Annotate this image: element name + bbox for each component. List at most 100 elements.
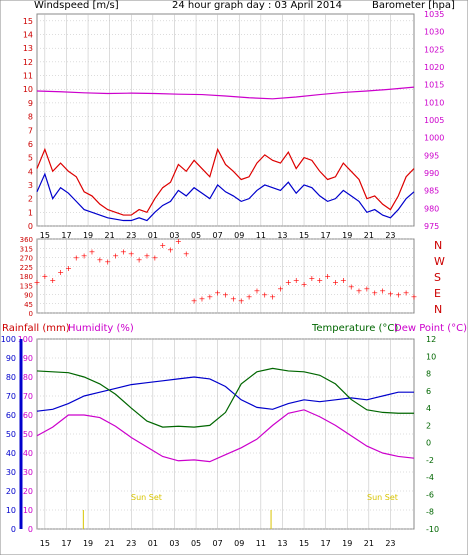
barometer-tick-label: 990 xyxy=(424,169,439,178)
hour-label: 01 xyxy=(148,539,158,548)
direction-point: + xyxy=(199,295,206,304)
hour-label: 15 xyxy=(40,539,50,548)
hour-label: 15 xyxy=(40,231,50,240)
direction-point: + xyxy=(411,293,418,302)
direction-point: + xyxy=(395,291,402,300)
barometer-tick-label: 1015 xyxy=(424,81,444,90)
direction-tick-label: 0 xyxy=(29,310,33,318)
top-plot-frame xyxy=(36,13,415,227)
hour-label: 23 xyxy=(385,539,395,548)
hour-label: 19 xyxy=(83,231,93,240)
series-line xyxy=(36,172,415,222)
direction-point: + xyxy=(277,284,284,293)
windspeed-tick-label: 2 xyxy=(28,195,33,204)
direction-tick-label: 315 xyxy=(20,245,33,253)
windspeed-axis-title: Windspeed [m/s] xyxy=(34,0,119,11)
barometer-tick-label: 1010 xyxy=(424,98,444,107)
series-line xyxy=(36,147,415,216)
temperature-tick-label: -4 xyxy=(426,473,434,482)
hour-label: 11 xyxy=(256,539,266,548)
rain-tick-label: 90 xyxy=(6,354,16,363)
rain-tick-label: 50 xyxy=(6,430,16,439)
direction-point: + xyxy=(301,280,308,289)
direction-point: + xyxy=(49,276,56,285)
direction-point: + xyxy=(34,278,41,287)
direction-point: + xyxy=(332,278,339,287)
direction-tick-label: 225 xyxy=(20,264,33,272)
hour-label: 13 xyxy=(277,231,287,240)
direction-point: + xyxy=(128,249,135,258)
windspeed-tick-label: 5 xyxy=(28,154,33,163)
barometer-tick-label: 1000 xyxy=(424,134,444,143)
sunset-label-1: Sun Set xyxy=(131,493,162,502)
barometer-tick-label: 980 xyxy=(424,204,439,213)
windspeed-tick-label: 0 xyxy=(28,222,33,231)
compass-label: S xyxy=(434,271,441,284)
humidity-tick-label: 50 xyxy=(23,430,33,439)
barometer-axis-title: Barometer [hpa] xyxy=(372,0,455,11)
hour-label: 17 xyxy=(61,539,71,548)
hour-label: 15 xyxy=(299,539,309,548)
temperature-tick-label: 6 xyxy=(426,387,431,396)
direction-point: + xyxy=(379,286,386,295)
temperature-tick-label: 8 xyxy=(426,370,431,379)
direction-point: + xyxy=(144,251,151,260)
direction-tick-label: 45 xyxy=(24,301,33,309)
humidity-axis-title: Humidity (%) xyxy=(68,323,134,334)
rain-tick-label: 60 xyxy=(6,411,16,420)
direction-tick-label: 270 xyxy=(20,255,33,263)
hour-label: 03 xyxy=(169,539,179,548)
direction-point: + xyxy=(293,276,300,285)
direction-point: + xyxy=(222,291,229,300)
direction-point: + xyxy=(261,291,268,300)
bottom-hour-labels: 15 17 19 21 23 01 03 05 07 09 11 13 15 17 19 21 23 xyxy=(40,539,396,548)
humidity-tick-label: 80 xyxy=(23,373,33,382)
hour-label: 21 xyxy=(105,231,115,240)
hour-label: 07 xyxy=(213,539,223,548)
humidity-tick-label: 60 xyxy=(23,411,33,420)
direction-point: + xyxy=(371,288,378,297)
direction-point: + xyxy=(112,251,119,260)
windspeed-tick-label: 8 xyxy=(28,113,33,122)
rain-tick-label: 40 xyxy=(6,449,16,458)
hour-label: 19 xyxy=(342,539,352,548)
rain-tick-label: 0 xyxy=(11,525,16,534)
hour-label: 13 xyxy=(277,539,287,548)
chart-title: 24 hour graph day : 03 April 2014 xyxy=(172,0,342,11)
rain-tick-label: 70 xyxy=(6,392,16,401)
barometer-tick-label: 1030 xyxy=(424,28,444,37)
temperature-tick-label: 0 xyxy=(426,439,431,448)
rain-tick-label: 100 xyxy=(1,335,16,344)
temperature-tick-label: 4 xyxy=(426,404,431,413)
hour-label: 05 xyxy=(191,539,201,548)
temperature-tick-label: 2 xyxy=(426,421,431,430)
direction-grid xyxy=(37,238,414,314)
hour-label: 09 xyxy=(234,231,244,240)
hour-label: 19 xyxy=(83,539,93,548)
hour-label: 21 xyxy=(364,539,374,548)
direction-point: + xyxy=(175,237,182,246)
direction-point: + xyxy=(65,264,72,273)
direction-tick-label: 90 xyxy=(24,292,33,300)
hour-label: 21 xyxy=(364,231,374,240)
barometer-tick-label: 975 xyxy=(424,222,439,231)
windspeed-tick-label: 13 xyxy=(23,44,33,53)
hour-label: 23 xyxy=(126,539,136,548)
direction-point: + xyxy=(403,288,410,297)
direction-tick-label: 180 xyxy=(20,273,33,281)
direction-point: + xyxy=(96,256,103,265)
direction-point: + xyxy=(136,256,143,265)
hour-label: 17 xyxy=(61,231,71,240)
humidity-rain-ticks: 0 0 10 10 20 20 30 30 40 40 50 50 60 60 70 70 80 80 90 90 10… xyxy=(1,335,33,534)
direction-point: + xyxy=(348,282,355,291)
top-hour-labels: 15 17 19 21 23 01 03 05 07 09 11 13 15 17 19 21 23 xyxy=(40,231,396,240)
compass-label: W xyxy=(434,255,445,268)
direction-point: + xyxy=(57,268,64,277)
compass-label: N xyxy=(434,303,442,316)
direction-point: + xyxy=(120,247,127,256)
humidity-tick-label: 10 xyxy=(23,506,33,515)
rain-tick-label: 30 xyxy=(6,468,16,477)
